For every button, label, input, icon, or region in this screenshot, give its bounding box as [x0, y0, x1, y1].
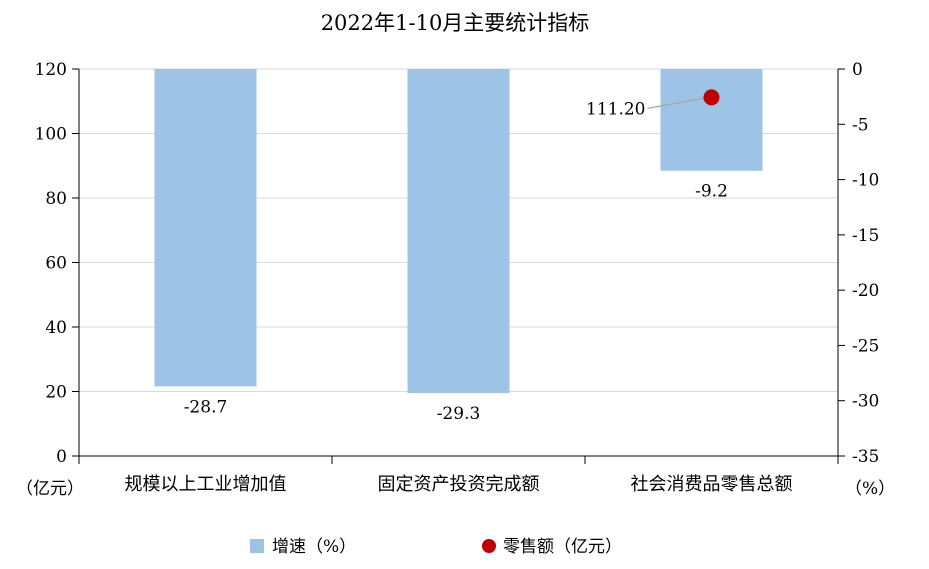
- bar: [407, 69, 510, 393]
- left-tick-label: 80: [45, 189, 67, 209]
- right-axis-unit-label: （%）: [845, 479, 895, 499]
- chart-title: 2022年1-10月主要统计指标: [321, 11, 590, 35]
- left-tick-label: 40: [45, 318, 67, 338]
- left-tick-label: 120: [35, 60, 67, 80]
- right-tick-label: -10: [852, 171, 879, 191]
- legend-label-bar: 增速（%）: [272, 537, 356, 557]
- data-point: [703, 89, 720, 106]
- bar: [154, 69, 257, 387]
- legend-swatch-point: [482, 539, 496, 553]
- category-labels: 规模以上工业增加值 固定资产投资完成额 社会消费品零售总额: [125, 474, 793, 495]
- left-tick-label: 0: [56, 447, 67, 467]
- left-axis-unit-label: （亿元）: [16, 479, 84, 499]
- point-leader-line: [647, 97, 704, 109]
- left-tick-label: 100: [35, 125, 67, 145]
- right-tick-label: -15: [852, 226, 879, 246]
- right-tick-label: -25: [852, 336, 879, 356]
- right-tick-label: 0: [852, 60, 863, 80]
- legend-swatch-bar: [250, 539, 264, 553]
- right-axis-ticks: 0 -5 -10 -15 -20 -25 -30 -35: [838, 60, 879, 467]
- right-tick-label: -20: [852, 281, 879, 301]
- right-tick-label: -35: [852, 447, 879, 467]
- legend-label-point: 零售额（亿元）: [503, 537, 622, 557]
- right-tick-label: -30: [852, 392, 879, 412]
- left-axis-ticks: 0 20 40 60 80 100 120: [35, 60, 79, 467]
- scatter-series: 111.20: [586, 89, 720, 119]
- category-label: 规模以上工业增加值: [125, 474, 287, 495]
- bar-series: [154, 69, 763, 393]
- bar: [660, 69, 763, 171]
- right-tick-label: -5: [852, 115, 869, 135]
- left-tick-label: 60: [45, 254, 67, 274]
- point-data-label: 111.20: [586, 99, 645, 119]
- bar-data-label: -28.7: [184, 397, 228, 417]
- category-label: 社会消费品零售总额: [631, 474, 793, 495]
- bar-data-label: -29.3: [437, 404, 481, 424]
- left-tick-label: 20: [45, 383, 67, 403]
- bar-data-label: -9.2: [695, 182, 728, 202]
- bar-data-labels: -28.7 -29.3 -9.2: [184, 182, 728, 424]
- legend: 增速（%） 零售额（亿元）: [250, 537, 622, 557]
- category-label: 固定资产投资完成额: [378, 474, 540, 495]
